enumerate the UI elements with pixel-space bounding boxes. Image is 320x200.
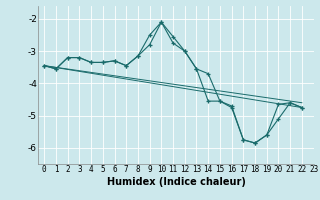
X-axis label: Humidex (Indice chaleur): Humidex (Indice chaleur) — [107, 177, 245, 187]
